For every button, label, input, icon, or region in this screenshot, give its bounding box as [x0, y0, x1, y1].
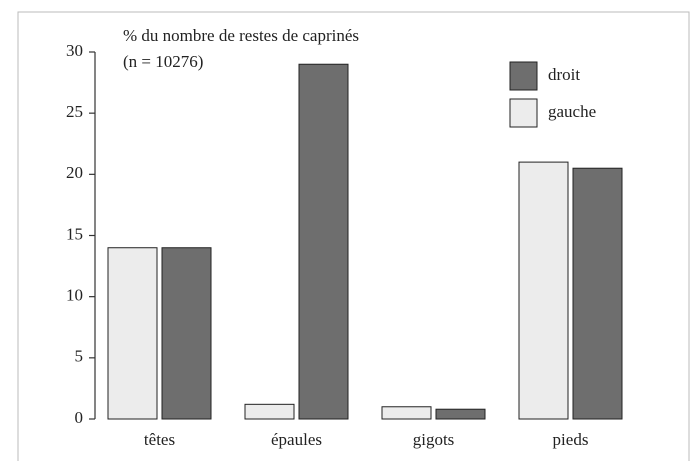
legend-label: gauche [548, 102, 596, 121]
y-tick-label: 10 [66, 286, 83, 305]
legend-label: droit [548, 65, 580, 84]
bar [107, 247, 158, 420]
y-tick-label: 15 [66, 224, 83, 243]
bar [298, 63, 349, 420]
legend-swatch [509, 61, 538, 91]
bar [435, 408, 486, 420]
y-tick-label: 5 [75, 347, 84, 366]
y-tick-label: 25 [66, 102, 83, 121]
x-tick-label: pieds [553, 430, 589, 449]
x-tick-label: gigots [413, 430, 455, 449]
bar [161, 247, 212, 420]
annotation: % du nombre de restes de caprinés [123, 26, 359, 45]
y-tick-label: 30 [66, 41, 83, 60]
annotation: (n = 10276) [123, 52, 203, 71]
bar [572, 167, 623, 420]
bar [381, 406, 432, 420]
bar [244, 403, 295, 420]
x-tick-label: épaules [271, 430, 322, 449]
y-tick-label: 0 [75, 408, 84, 427]
legend-swatch [509, 98, 538, 128]
x-tick-label: têtes [144, 430, 175, 449]
y-tick-label: 20 [66, 163, 83, 182]
bar [518, 161, 569, 420]
frame [17, 11, 690, 461]
